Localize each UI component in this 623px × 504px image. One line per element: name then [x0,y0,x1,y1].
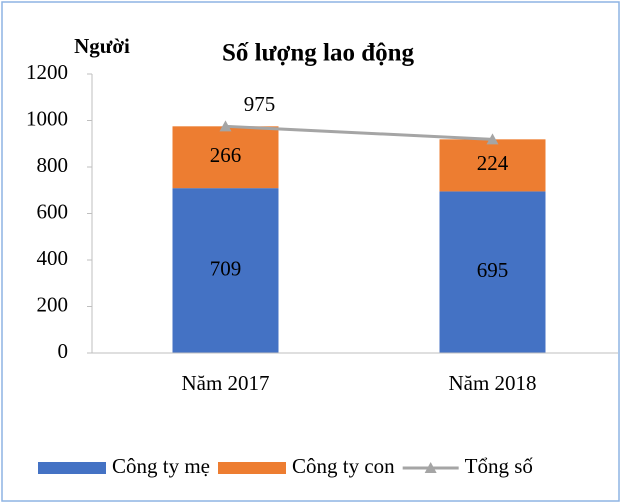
y-tick-label: 800 [37,153,69,177]
x-tick-label: Năm 2017 [181,371,269,395]
line-series [225,124,493,141]
data-label: 266 [210,143,242,167]
data-label: 709 [210,256,242,280]
legend-label: Tổng số [465,454,534,478]
legend-label: Công ty mẹ [112,454,210,478]
legend-label: Công ty con [292,454,395,478]
legend-marker [424,462,437,473]
y-tick-label: 600 [37,199,69,223]
line-marker [219,120,232,132]
bar-segment [439,191,546,353]
y-tick-label: 200 [37,292,69,316]
legend-swatch [38,462,106,474]
bar-segment [439,139,546,192]
chart-title: Số lượng lao động [222,40,415,67]
data-label: 224 [477,151,509,175]
line-marker [486,133,499,145]
data-label: 975 [244,92,276,116]
y-tick-label: 1000 [26,106,68,130]
y-tick-label: 1200 [26,60,68,84]
y-tick-label: 0 [58,339,69,363]
bar-segment [172,126,279,189]
x-tick-label: Năm 2018 [448,371,536,395]
data-label: 695 [477,258,509,282]
bar-segment [172,188,279,353]
y-tick-label: 400 [37,246,69,270]
legend-swatch [218,462,286,474]
y-axis-label: Người [74,34,130,58]
